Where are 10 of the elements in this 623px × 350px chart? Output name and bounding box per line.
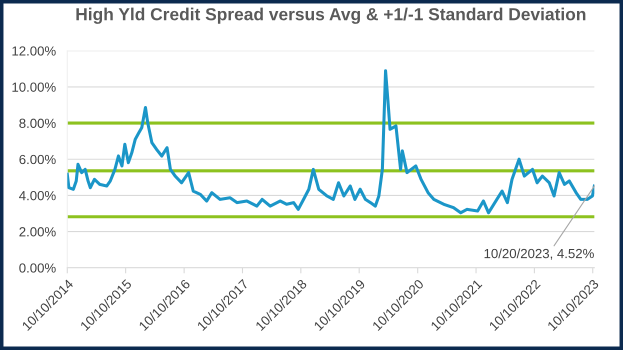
line-series bbox=[67, 69, 594, 214]
y-tick-label: 2.00% bbox=[19, 227, 56, 236]
y-tick-label: 0.00% bbox=[19, 263, 56, 273]
chart-title: High Yld Credit Spread versus Avg & +1/-1 Standard Deviation bbox=[76, 8, 586, 24]
y-tick-label: 6.00% bbox=[19, 154, 56, 164]
y-tick-label: 10.00% bbox=[12, 82, 56, 92]
y-tick-label: 12.00% bbox=[12, 46, 56, 56]
annotation: 10/20/2023, 4.52% bbox=[484, 248, 594, 260]
y-tick-label: 8.00% bbox=[19, 118, 56, 128]
y-tick-label: 4.00% bbox=[19, 190, 56, 200]
